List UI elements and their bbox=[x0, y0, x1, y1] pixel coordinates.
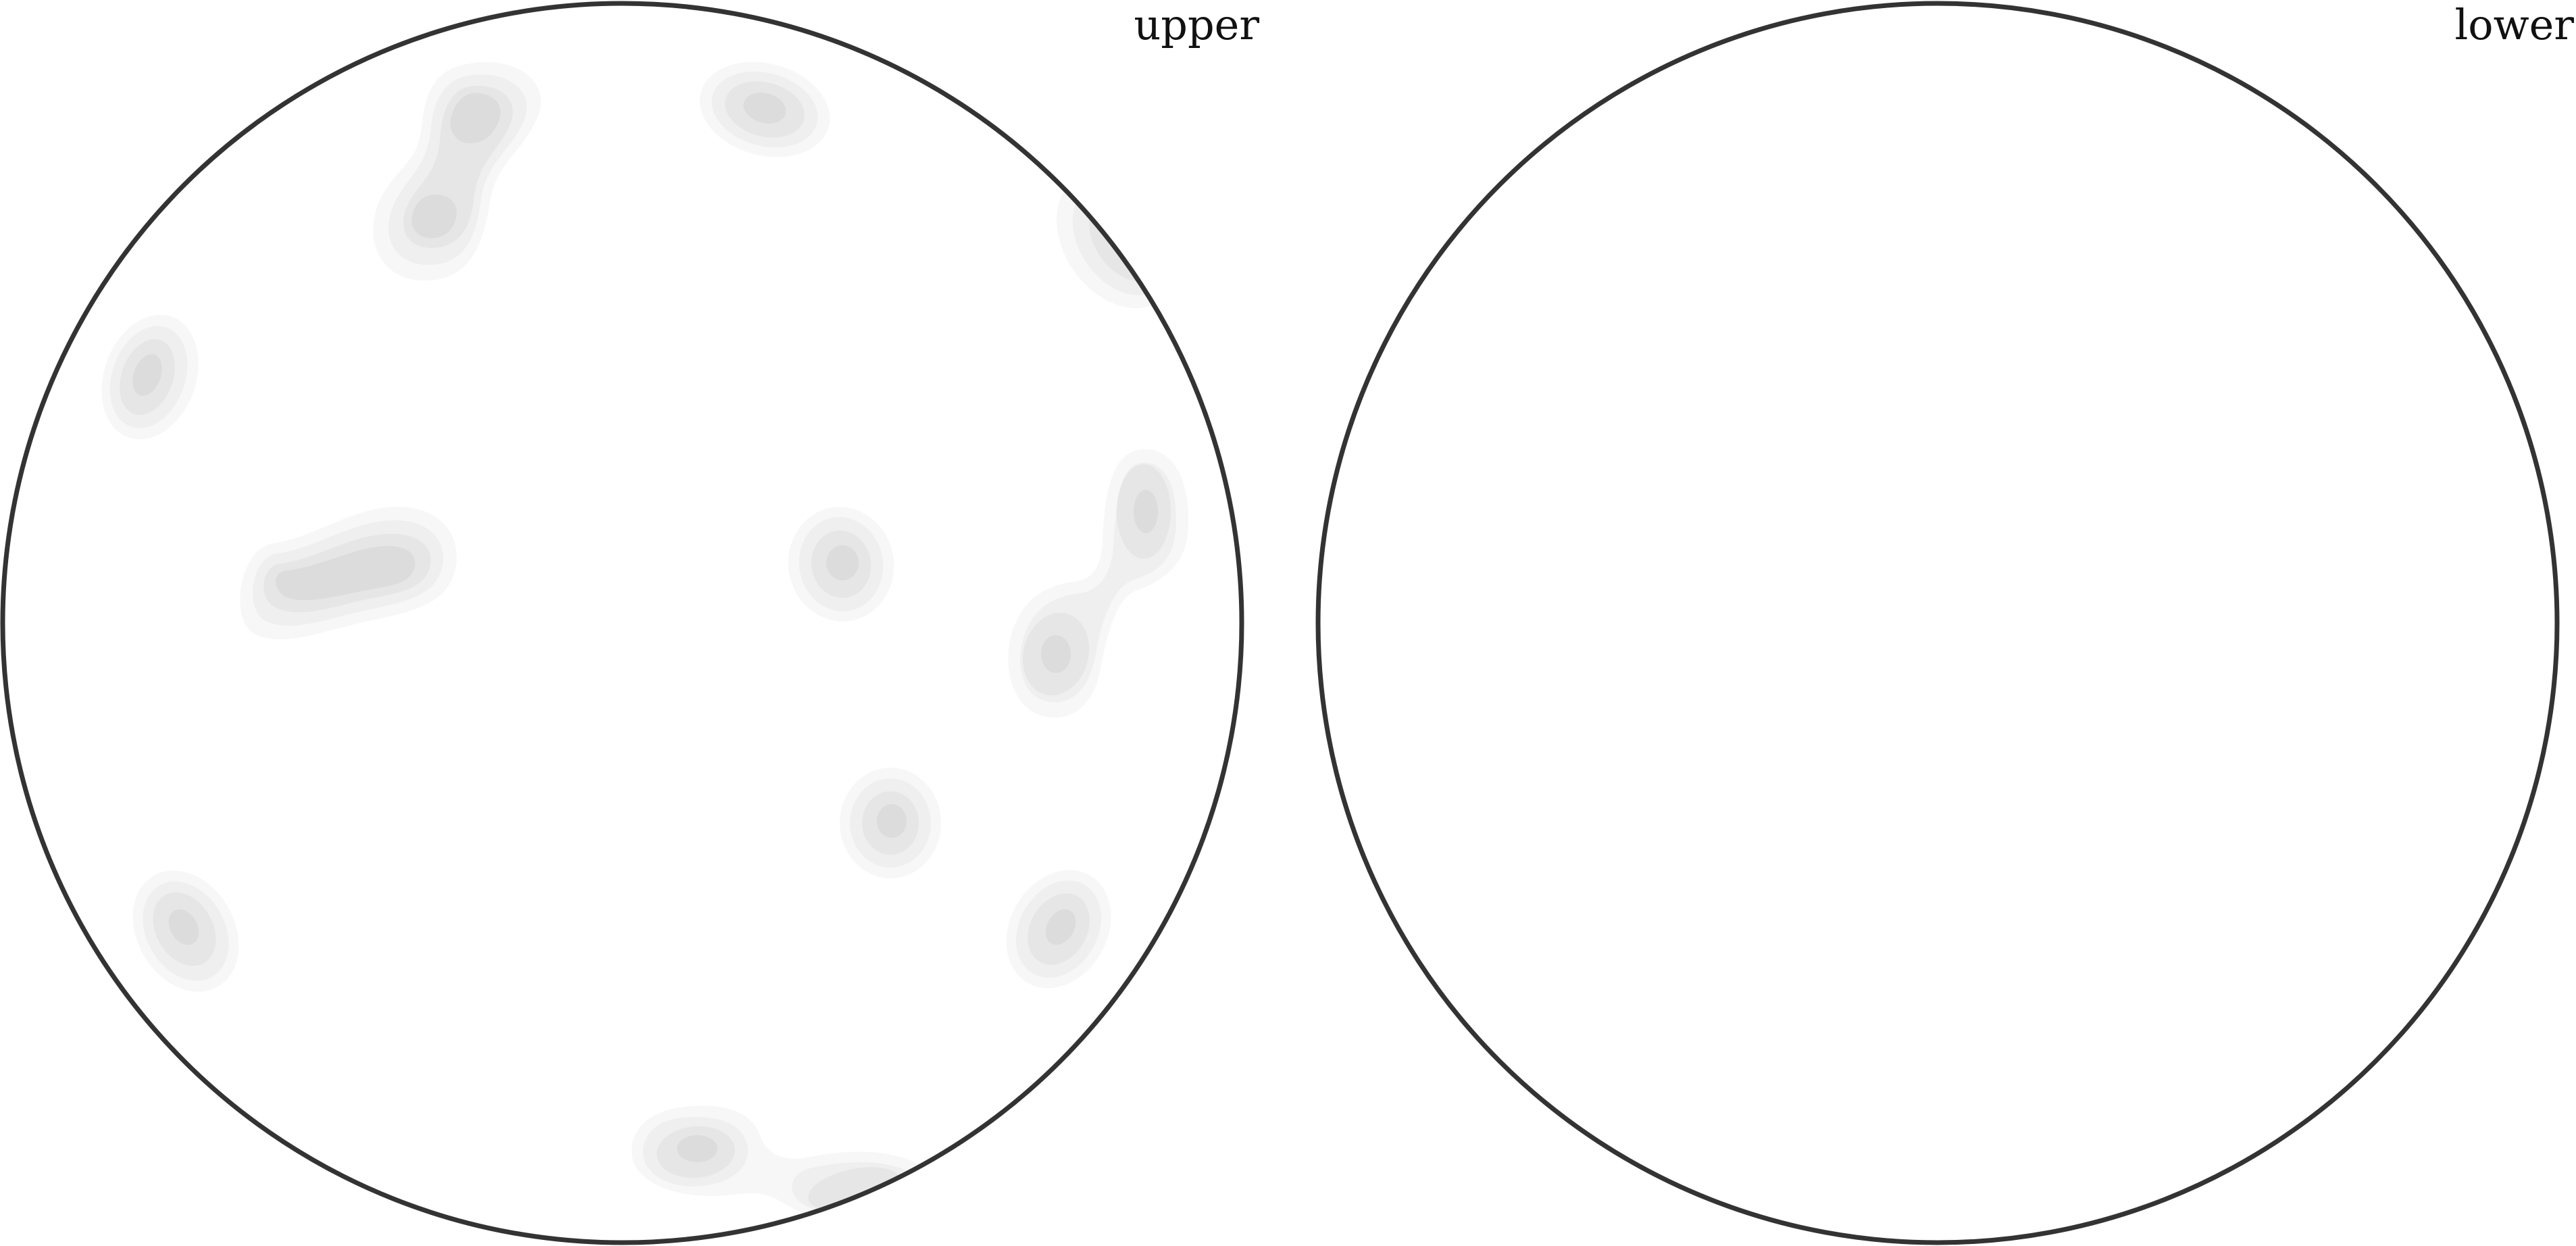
density-blob bbox=[840, 768, 941, 878]
density-blob bbox=[1006, 870, 1111, 989]
density-contours-upper bbox=[101, 61, 1189, 1224]
lower-hemisphere-outline bbox=[1315, 1, 2560, 1245]
density-blob bbox=[240, 507, 457, 640]
upper-hemisphere-panel: upper bbox=[0, 0, 1259, 1245]
density-blob bbox=[699, 61, 830, 157]
density-blob bbox=[101, 314, 199, 440]
lower-hemisphere-panel: lower bbox=[1315, 0, 2574, 1245]
upper-hemisphere-outline bbox=[0, 1, 1244, 1245]
lower-panel-label: lower bbox=[2454, 0, 2574, 49]
density-blob bbox=[632, 1105, 934, 1224]
density-blob bbox=[132, 870, 239, 992]
density-blob bbox=[1008, 449, 1189, 718]
density-blob bbox=[788, 507, 894, 622]
density-blob bbox=[1057, 171, 1180, 309]
density-blob bbox=[373, 61, 541, 281]
upper-panel-label: upper bbox=[1134, 0, 1259, 49]
